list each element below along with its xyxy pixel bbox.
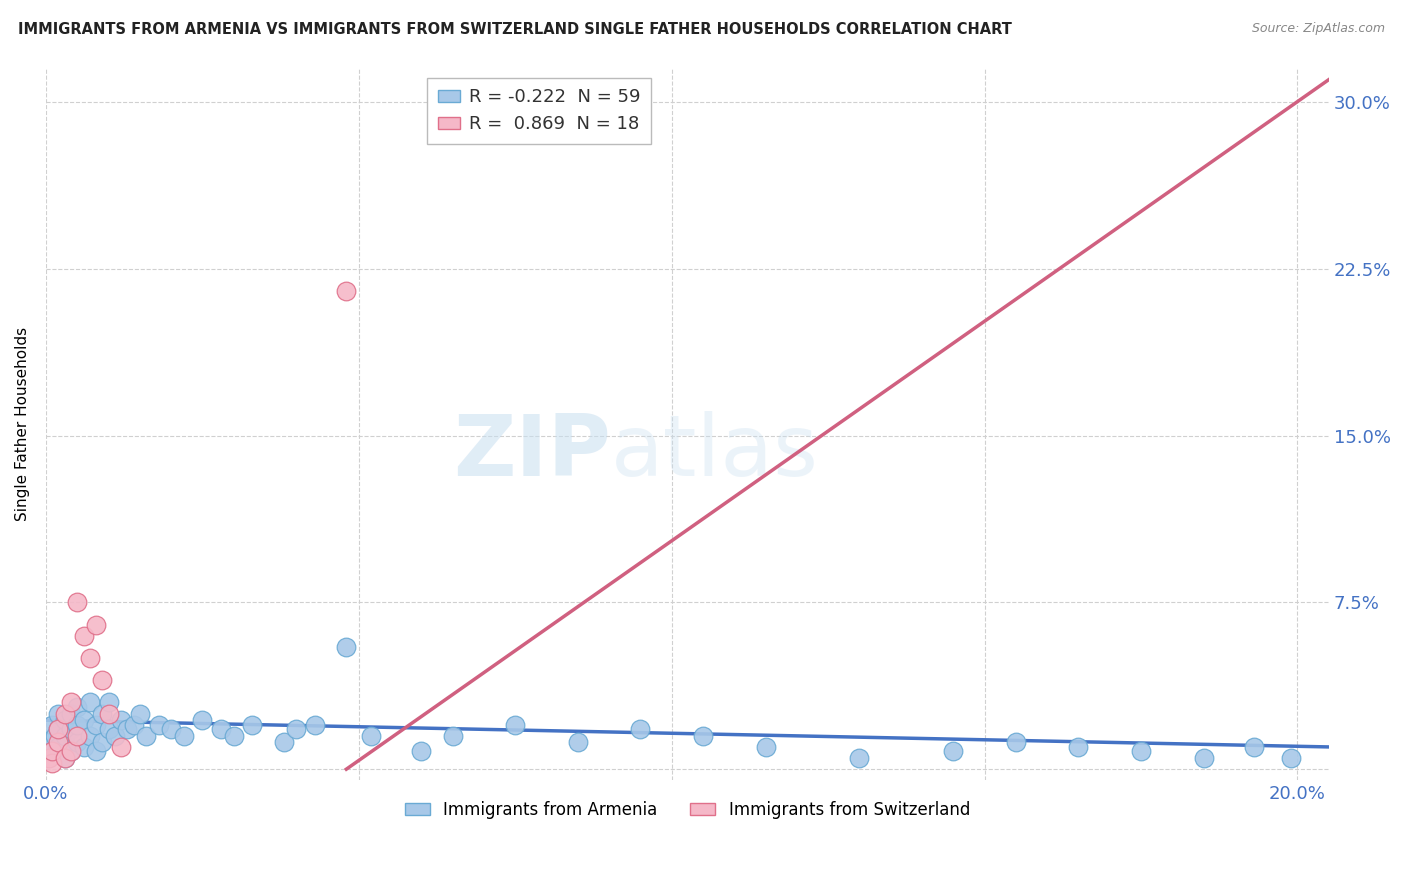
Point: [1279, 751, 1302, 765]
Point: [38, 751, 60, 765]
Point: [48, 722, 70, 736]
Point: [72, 739, 94, 754]
Point: [630, 722, 652, 736]
Point: [567, 735, 589, 749]
Point: [84, 717, 107, 731]
Point: [72, 629, 94, 643]
Point: [117, 722, 139, 736]
Point: [755, 739, 778, 754]
Point: [1192, 751, 1215, 765]
Legend: Immigrants from Armenia, Immigrants from Switzerland: Immigrants from Armenia, Immigrants from…: [398, 794, 977, 825]
Point: [335, 640, 357, 654]
Point: [122, 717, 145, 731]
Point: [191, 713, 214, 727]
Point: [441, 729, 464, 743]
Point: [66, 595, 89, 609]
Point: [48, 735, 70, 749]
Point: [110, 713, 132, 727]
Point: [173, 729, 195, 743]
Point: [44, 729, 66, 743]
Point: [53, 751, 76, 765]
Point: [135, 729, 157, 743]
Point: [222, 729, 245, 743]
Point: [848, 751, 870, 765]
Point: [41, 744, 63, 758]
Point: [97, 706, 120, 721]
Point: [59, 695, 82, 709]
Point: [41, 744, 63, 758]
Point: [84, 744, 107, 758]
Text: atlas: atlas: [610, 411, 818, 494]
Point: [273, 735, 295, 749]
Y-axis label: Single Father Households: Single Father Households: [15, 327, 30, 522]
Point: [53, 729, 76, 743]
Point: [104, 729, 127, 743]
Point: [692, 729, 714, 743]
Point: [285, 722, 308, 736]
Point: [59, 706, 82, 721]
Point: [360, 729, 382, 743]
Text: ZIP: ZIP: [453, 411, 610, 494]
Point: [53, 706, 76, 721]
Text: IMMIGRANTS FROM ARMENIA VS IMMIGRANTS FROM SWITZERLAND SINGLE FATHER HOUSEHOLDS : IMMIGRANTS FROM ARMENIA VS IMMIGRANTS FR…: [18, 22, 1012, 37]
Point: [59, 744, 82, 758]
Point: [79, 695, 101, 709]
Point: [503, 717, 526, 731]
Point: [91, 706, 114, 721]
Point: [242, 717, 264, 731]
Point: [97, 695, 120, 709]
Point: [1067, 739, 1090, 754]
Point: [59, 722, 82, 736]
Point: [160, 722, 183, 736]
Point: [66, 729, 89, 743]
Point: [91, 735, 114, 749]
Point: [209, 722, 232, 736]
Point: [66, 735, 89, 749]
Point: [942, 744, 965, 758]
Point: [79, 729, 101, 743]
Point: [41, 717, 63, 731]
Point: [72, 713, 94, 727]
Point: [411, 744, 433, 758]
Point: [79, 651, 101, 665]
Point: [84, 617, 107, 632]
Text: Source: ZipAtlas.com: Source: ZipAtlas.com: [1251, 22, 1385, 36]
Point: [128, 706, 150, 721]
Point: [53, 713, 76, 727]
Point: [97, 722, 120, 736]
Point: [110, 739, 132, 754]
Point: [48, 739, 70, 754]
Point: [48, 706, 70, 721]
Point: [66, 717, 89, 731]
Point: [1130, 744, 1153, 758]
Point: [38, 735, 60, 749]
Point: [304, 717, 326, 731]
Point: [48, 722, 70, 736]
Point: [1005, 735, 1028, 749]
Point: [91, 673, 114, 688]
Point: [335, 284, 357, 298]
Point: [148, 717, 170, 731]
Point: [66, 699, 89, 714]
Point: [41, 756, 63, 770]
Point: [53, 751, 76, 765]
Point: [1243, 739, 1265, 754]
Point: [59, 744, 82, 758]
